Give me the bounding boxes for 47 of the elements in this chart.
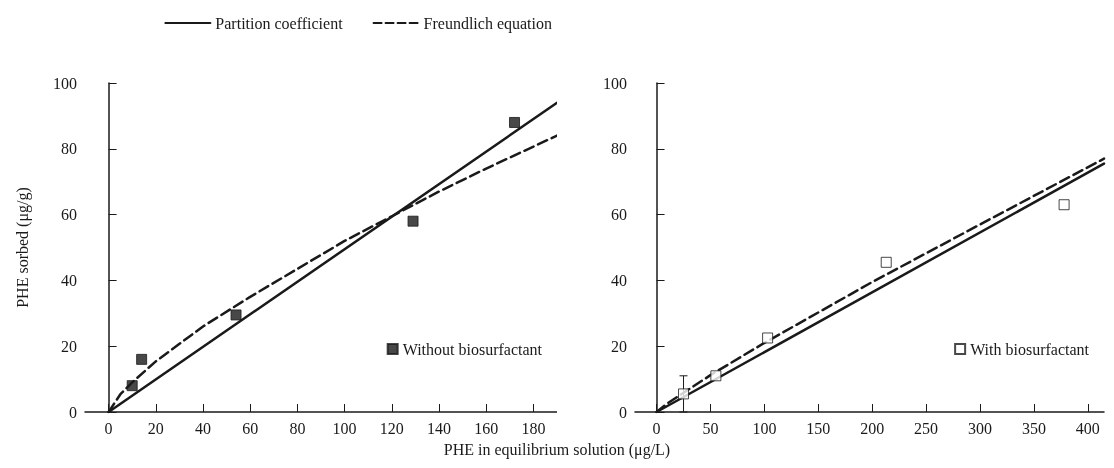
y-tick-label: 100 xyxy=(603,74,627,92)
x-tick-label: 160 xyxy=(474,419,499,437)
x-tick-label: 350 xyxy=(1021,419,1046,437)
y-tick-label: 60 xyxy=(61,206,77,224)
x-tick-label: 50 xyxy=(702,419,719,437)
y-tick-label: 0 xyxy=(619,403,627,421)
x-tick-label: 0 xyxy=(652,419,661,437)
y-tick-label: 100 xyxy=(53,74,77,92)
x-tick-label: 60 xyxy=(242,419,259,437)
point xyxy=(509,116,521,128)
legend-label: Freundlich equation xyxy=(423,14,553,33)
point xyxy=(762,332,774,344)
x-tick-label: 0 xyxy=(104,419,113,437)
y-tick-label: 80 xyxy=(611,140,627,158)
point xyxy=(407,215,419,227)
y-tick-label: 40 xyxy=(611,271,627,289)
x-tick-label: 80 xyxy=(289,419,306,437)
x-axis-title: PHE in equilibrium solution (μg/L) xyxy=(442,440,672,460)
x-tick-label: 250 xyxy=(914,419,939,437)
y-tick-label: 20 xyxy=(611,337,627,355)
point xyxy=(230,309,242,321)
x-tick-label: 150 xyxy=(806,419,831,437)
y-tick-label: 40 xyxy=(61,271,77,289)
x-tick-label: 100 xyxy=(332,419,357,437)
x-tick-label: 100 xyxy=(752,419,777,437)
x-tick-label: 200 xyxy=(860,419,885,437)
x-tick-label: 20 xyxy=(147,419,164,437)
y-tick-label: 60 xyxy=(611,206,627,224)
point xyxy=(1058,199,1070,211)
point xyxy=(678,388,690,400)
point xyxy=(136,353,148,365)
legend-label: Partition coefficient xyxy=(215,14,344,32)
x-tick-label: 180 xyxy=(521,419,546,437)
legend-label: With biosurfactant xyxy=(970,340,1090,358)
x-tick-label: 120 xyxy=(379,419,404,437)
y-tick-label: 0 xyxy=(69,403,77,421)
point xyxy=(880,256,892,268)
x-tick-label: 40 xyxy=(195,419,211,437)
y-axis-title: PHE sorbed (μg/g) xyxy=(13,187,32,308)
y-tick-label: 80 xyxy=(61,140,77,158)
legend-label: Without biosurfactant xyxy=(402,340,543,358)
x-tick-label: 300 xyxy=(968,419,993,437)
point xyxy=(126,380,138,392)
point xyxy=(710,370,722,382)
y-tick-label: 20 xyxy=(61,337,77,355)
x-tick-label: 140 xyxy=(427,419,451,437)
x-tick-label: 400 xyxy=(1075,419,1100,437)
